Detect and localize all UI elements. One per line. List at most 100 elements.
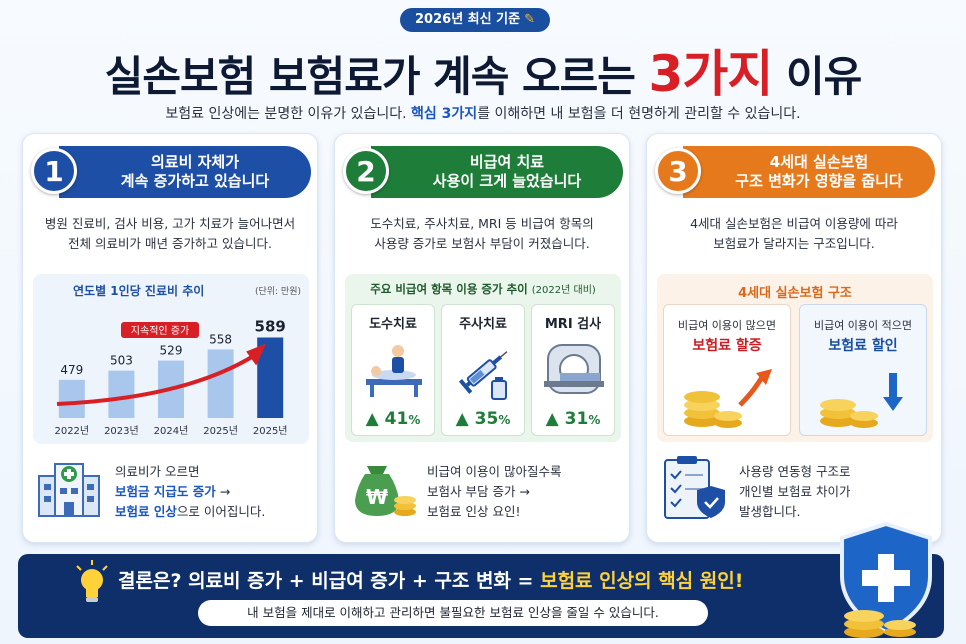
- card3-desc-line2: 보험료가 달라지는 구조입니다.: [713, 236, 875, 251]
- nonpay-box-title: 주요 비급여 항목 이용 증가 추이 (2022년 대비): [345, 281, 621, 297]
- chart-title: 연도별 1인당 진료비 추이: [73, 284, 205, 298]
- reason-card-2: 비급여 치료 사용이 크게 늘었습니다 2 도수치료, 주사치료, MRI 등 …: [334, 133, 630, 543]
- chart-category-label: 2024년: [154, 425, 189, 437]
- chart-annotation: 지속적인 증가: [121, 322, 199, 338]
- chart-value-label: 589: [255, 317, 286, 335]
- card1-note-line1: 의료비가 오르면: [115, 464, 200, 479]
- card2-note-line2: 보험사 부담 증가 →: [427, 484, 530, 499]
- conclusion-subtext: 내 보험을 제대로 이해하고 관리하면 불필요한 보험료 인상을 줄일 수 있습…: [198, 600, 708, 626]
- shield-coins-icon: [840, 521, 932, 638]
- coins-down-icon: [820, 373, 903, 428]
- conclusion-pre: 결론은? 의료비 증가 + 비급여 증가 + 구조 변화 =: [118, 570, 541, 592]
- syringe-icon: [458, 351, 508, 400]
- chart-category-label: 2023년: [104, 425, 139, 437]
- card2-description: 도수치료, 주사치료, MRI 등 비급여 항목의 사용량 증가로 보험사 부담…: [335, 214, 629, 254]
- chart-bar: [207, 349, 234, 418]
- surcharge-label: 비급여 이용이 많으면: [677, 319, 777, 332]
- card1-desc-line2: 전체 의료비가 매년 증가하고 있습니다.: [68, 236, 272, 251]
- card3-note-line1: 사용량 연동형 구조로: [739, 464, 851, 479]
- chart-category-label: 2022년: [54, 425, 89, 437]
- card2-note-line3: 보험료 인상 요인!: [427, 504, 521, 519]
- mri-icon: [544, 344, 604, 394]
- chart-bar: [58, 379, 85, 418]
- cost-bar-chart: 479 2022년 503 2023년 529 2024년 558 2025년 589 2025년…: [54, 317, 288, 437]
- massage-therapy-icon: [366, 345, 422, 397]
- card1-desc-line1: 병원 진료비, 검사 비용, 고가 치료가 늘어나면서: [44, 216, 296, 231]
- pct-sign: %: [408, 413, 421, 427]
- treatment-pct: ▲ 41%: [352, 409, 434, 429]
- card1-note-line3-post: 으로 이어집니다.: [176, 504, 266, 519]
- nonpay-increase-box: 주요 비급여 항목 이용 증가 추이 (2022년 대비) 도수치료 ▲ 41%…: [345, 274, 621, 442]
- svg-text:₩: ₩: [366, 485, 388, 509]
- discount-item: 비급여 이용이 적으면 보험료 할인: [799, 304, 927, 436]
- card1-note-line2-hl: 보험금 지급도 증가: [115, 484, 216, 499]
- clipboard-shield-icon: [664, 456, 725, 519]
- trend-arrow-head: [246, 343, 267, 366]
- treatment-name: 주사치료: [459, 317, 507, 332]
- card3-heading: 4세대 실손보험 구조 변화가 영향을 줍니다: [683, 146, 935, 198]
- card3-heading-line2: 구조 변화가 영향을 줍니다: [735, 172, 903, 190]
- pct-value: 31: [564, 409, 589, 429]
- up-arrow-icon: ▲: [365, 409, 379, 429]
- card1-heading: 의료비 자체가 계속 증가하고 있습니다: [59, 146, 311, 198]
- card1-note-text: 의료비가 오르면 보험금 지급도 증가 → 보험료 인상으로 이어집니다.: [115, 462, 265, 522]
- money-bag-icon: ₩: [355, 466, 416, 516]
- card3-desc-line1: 4세대 실손보험은 비급여 이용량에 따라: [690, 216, 898, 231]
- treatment-pct: ▲ 35%: [442, 409, 524, 429]
- conclusion-banner: 결론은? 의료비 증가 + 비급여 증가 + 구조 변화 = 보험료 인상의 핵…: [18, 554, 944, 638]
- hospital-icon: [38, 463, 100, 517]
- card1-note-line3-hl: 보험료 인상: [115, 504, 177, 519]
- card1-heading-line1: 의료비 자체가: [150, 153, 240, 171]
- discount-value: 보험료 할인: [828, 338, 898, 354]
- coins-up-icon: [684, 369, 772, 428]
- title-highlight: 3가지: [648, 45, 774, 103]
- card3-description: 4세대 실손보험은 비급여 이용량에 따라 보험료가 달라지는 구조입니다.: [647, 214, 941, 254]
- lightbulb-icon: [76, 560, 108, 602]
- pct-value: 35: [474, 409, 499, 429]
- chart-category-label: 2025년: [203, 425, 238, 437]
- card1-note: 의료비가 오르면 보험금 지급도 증가 → 보험료 인상으로 이어집니다.: [23, 456, 317, 526]
- chart-value-label: 558: [209, 332, 232, 346]
- nonpay-title-main: 주요 비급여 항목 이용 증가 추이: [370, 282, 528, 296]
- card1-description: 병원 진료비, 검사 비용, 고가 치료가 늘어나면서 전체 의료비가 매년 증…: [23, 214, 317, 254]
- conclusion-text: 결론은? 의료비 증가 + 비급여 증가 + 구조 변화 = 보험료 인상의 핵…: [118, 566, 743, 593]
- up-arrow-icon: ▲: [455, 409, 469, 429]
- treatment-name: 도수치료: [369, 317, 417, 332]
- date-badge: 2026년 최신 기준 ✎: [400, 8, 550, 32]
- reason-card-1: 의료비 자체가 계속 증가하고 있습니다 1 병원 진료비, 검사 비용, 고가…: [22, 133, 318, 543]
- card2-note-text: 비급여 이용이 많아질수록 보험사 부담 증가 → 보험료 인상 요인!: [427, 462, 561, 522]
- chart-value-label: 503: [110, 354, 133, 368]
- card1-note-line2-post: →: [215, 484, 231, 499]
- pct-value: 41: [384, 409, 409, 429]
- discount-label: 비급여 이용이 적으면: [813, 319, 913, 332]
- subtitle-pre: 보험료 인상에는 분명한 이유가 있습니다.: [165, 106, 412, 122]
- title-end: 이유: [772, 52, 862, 101]
- card3-note-text: 사용량 연동형 구조로 개인별 보험료 차이가 발생합니다.: [739, 462, 850, 522]
- card1-heading-line2: 계속 증가하고 있습니다: [120, 172, 270, 190]
- conclusion-highlight: 보험료 인상의 핵심 원인!: [540, 570, 744, 592]
- structure-title: 4세대 실손보험 구조: [738, 286, 852, 301]
- subtitle-post: 를 이해하면 내 보험을 더 현명하게 관리할 수 있습니다.: [477, 106, 801, 122]
- card3-heading-line1: 4세대 실손보험: [769, 153, 869, 171]
- card2-heading-line1: 비급여 치료: [469, 153, 545, 171]
- card2-heading-line2: 사용이 크게 늘었습니다: [432, 172, 582, 190]
- badge-text: 2026년 최신 기준: [415, 12, 521, 27]
- chart-unit: (단위: 만원): [254, 287, 301, 297]
- title-main: 실손보험 보험료가 계속 오르는: [104, 52, 649, 101]
- card3-note-line2: 개인별 보험료 차이가: [739, 484, 851, 499]
- card2-note-line1: 비급여 이용이 많아질수록: [427, 464, 562, 479]
- chart-category-label: 2025년: [253, 425, 288, 437]
- up-arrow-icon: ▲: [545, 409, 559, 429]
- treatment-item-mri: MRI 검사 ▲ 31%: [531, 304, 615, 436]
- surcharge-item: 비급여 이용이 많으면 보험료 할증: [663, 304, 791, 436]
- nonpay-title-small: (2022년 대비): [531, 285, 596, 296]
- card2-heading: 비급여 치료 사용이 크게 늘었습니다: [371, 146, 623, 198]
- card2-desc-line1: 도수치료, 주사치료, MRI 등 비급여 항목의: [370, 216, 594, 231]
- pct-sign: %: [588, 413, 601, 427]
- subtitle-highlight: 핵심 3가지: [411, 106, 478, 122]
- chart-value-label: 479: [60, 363, 83, 377]
- cost-chart: 479 2022년 503 2023년 529 2024년 558 2025년 589 2025년…: [33, 274, 309, 444]
- card3-note: 사용량 연동형 구조로 개인별 보험료 차이가 발생합니다.: [647, 456, 941, 526]
- structure-box: 4세대 실손보험 구조 비급여 이용이 많으면 보험료 할증 비급여 이용이 적…: [657, 274, 933, 442]
- card2-desc-line2: 사용량 증가로 보험사 부담이 커졌습니다.: [374, 236, 590, 251]
